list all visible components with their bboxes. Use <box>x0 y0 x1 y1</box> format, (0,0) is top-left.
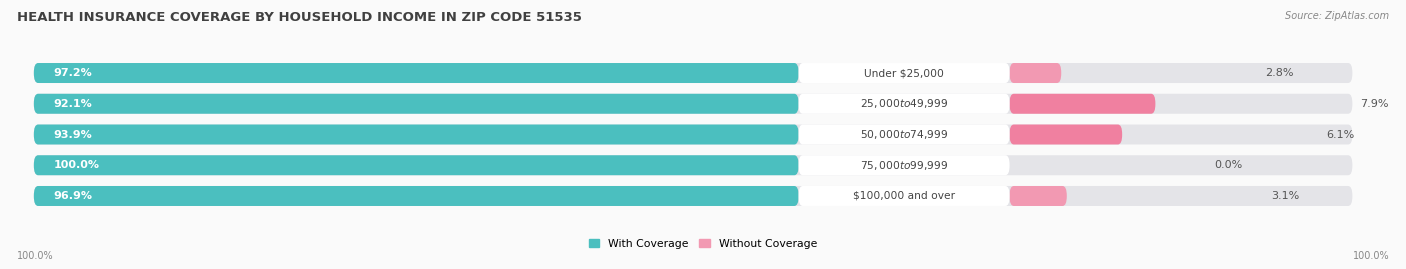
FancyBboxPatch shape <box>34 186 799 206</box>
FancyBboxPatch shape <box>34 63 1353 83</box>
Text: $100,000 and over: $100,000 and over <box>853 191 955 201</box>
FancyBboxPatch shape <box>799 186 1010 206</box>
Text: 3.1%: 3.1% <box>1271 191 1299 201</box>
FancyBboxPatch shape <box>1010 94 1156 114</box>
Text: 97.2%: 97.2% <box>53 68 93 78</box>
FancyBboxPatch shape <box>34 155 799 175</box>
Text: HEALTH INSURANCE COVERAGE BY HOUSEHOLD INCOME IN ZIP CODE 51535: HEALTH INSURANCE COVERAGE BY HOUSEHOLD I… <box>17 11 582 24</box>
Text: 7.9%: 7.9% <box>1360 99 1388 109</box>
Text: 100.0%: 100.0% <box>53 160 100 170</box>
Text: 100.0%: 100.0% <box>1353 251 1389 261</box>
FancyBboxPatch shape <box>34 125 1353 144</box>
FancyBboxPatch shape <box>799 155 1010 175</box>
Legend: With Coverage, Without Coverage: With Coverage, Without Coverage <box>585 234 821 253</box>
FancyBboxPatch shape <box>34 63 799 83</box>
Text: 6.1%: 6.1% <box>1326 129 1355 140</box>
Text: 2.8%: 2.8% <box>1265 68 1294 78</box>
Text: 96.9%: 96.9% <box>53 191 93 201</box>
FancyBboxPatch shape <box>1010 125 1122 144</box>
FancyBboxPatch shape <box>799 63 1010 83</box>
FancyBboxPatch shape <box>34 155 1353 175</box>
FancyBboxPatch shape <box>1010 63 1062 83</box>
Text: $25,000 to $49,999: $25,000 to $49,999 <box>860 97 948 110</box>
FancyBboxPatch shape <box>1010 186 1067 206</box>
Text: 0.0%: 0.0% <box>1213 160 1241 170</box>
FancyBboxPatch shape <box>34 94 799 114</box>
FancyBboxPatch shape <box>34 94 1353 114</box>
FancyBboxPatch shape <box>799 125 1010 144</box>
Text: 92.1%: 92.1% <box>53 99 93 109</box>
Text: 100.0%: 100.0% <box>17 251 53 261</box>
Text: Source: ZipAtlas.com: Source: ZipAtlas.com <box>1285 11 1389 21</box>
Text: Under $25,000: Under $25,000 <box>865 68 943 78</box>
Text: $75,000 to $99,999: $75,000 to $99,999 <box>860 159 948 172</box>
FancyBboxPatch shape <box>34 186 1353 206</box>
FancyBboxPatch shape <box>34 125 799 144</box>
FancyBboxPatch shape <box>799 94 1010 114</box>
Text: 93.9%: 93.9% <box>53 129 93 140</box>
Text: $50,000 to $74,999: $50,000 to $74,999 <box>860 128 948 141</box>
